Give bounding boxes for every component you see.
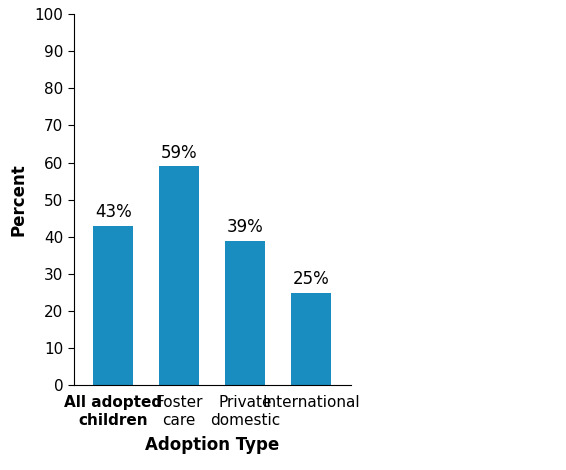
- Bar: [160, 166, 199, 385]
- X-axis label: Adoption Type: Adoption Type: [145, 436, 280, 454]
- Bar: [291, 292, 331, 385]
- Text: 25%: 25%: [293, 270, 329, 288]
- Text: 59%: 59%: [161, 144, 198, 162]
- Bar: [225, 241, 265, 385]
- Bar: [93, 226, 133, 385]
- Text: 39%: 39%: [227, 218, 264, 236]
- Text: 43%: 43%: [95, 204, 131, 221]
- Y-axis label: Percent: Percent: [10, 164, 27, 236]
